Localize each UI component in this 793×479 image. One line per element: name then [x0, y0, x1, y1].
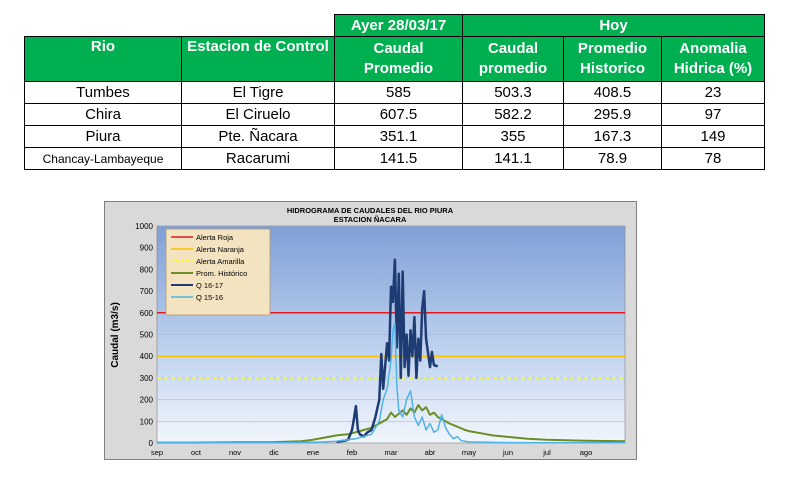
cell-anomalia: 78: [661, 147, 765, 170]
y-tick-label: 600: [140, 309, 154, 318]
x-tick-label: sep: [151, 448, 163, 457]
y-axis-label: Caudal (m3/s): [110, 302, 121, 368]
x-tick-label: abr: [425, 448, 436, 457]
table-row: Piura Pte. Ñacara 351.1 355 167.3 149: [24, 125, 765, 148]
legend-items: Alerta Roja Alerta Naranja Alerta Amarilla…: [171, 233, 247, 302]
hydrograph-chart: HIDROGRAMA DE CAUDALES DEL RIO PIURA EST…: [104, 201, 637, 460]
x-tick-label: jul: [542, 448, 551, 457]
cell-caudal-hoy: 141.1: [462, 147, 564, 170]
x-tick-label: ene: [307, 448, 320, 457]
y-tick-label: 0: [149, 439, 154, 448]
cell-rio: Chancay-Lambayeque: [24, 147, 182, 170]
cell-prom-hist: 295.9: [563, 103, 662, 126]
y-tick-label: 100: [140, 417, 154, 426]
y-tick-label: 800: [140, 265, 154, 274]
legend-label: Alerta Roja: [196, 233, 234, 242]
x-tick-label: nov: [229, 448, 241, 457]
x-tick-label: feb: [347, 448, 357, 457]
series-line: [157, 322, 625, 444]
x-tick-label: oct: [191, 448, 202, 457]
y-tick-label: 900: [140, 244, 154, 253]
group-header-ayer: Ayer 28/03/17: [334, 14, 463, 37]
x-tick-label: jun: [502, 448, 513, 457]
cell-estacion: Racarumi: [181, 147, 335, 170]
x-tick-label: dic: [269, 448, 279, 457]
y-tick-labels: 0 100 200 300 400 500 600 700 800 900 1000: [135, 222, 153, 448]
cell-rio: Tumbes: [24, 81, 182, 104]
y-tick-label: 400: [140, 352, 154, 361]
flow-table: Ayer 28/03/17 Hoy Rio Estacion de Contro…: [24, 14, 765, 170]
cell-caudal-ayer: 351.1: [334, 125, 463, 148]
cell-prom-hist: 167.3: [563, 125, 662, 148]
col-header-rio: Rio: [24, 36, 182, 82]
cell-caudal-ayer: 585: [334, 81, 463, 104]
col-header-estacion: Estacion de Control: [181, 36, 335, 82]
chart-title: HIDROGRAMA DE CAUDALES DEL RIO PIURA: [287, 206, 454, 215]
cell-caudal-ayer: 141.5: [334, 147, 463, 170]
cell-rio: Piura: [24, 125, 182, 148]
y-tick-label: 1000: [135, 222, 153, 231]
y-tick-label: 300: [140, 374, 154, 383]
table-row: Chira El Ciruelo 607.5 582.2 295.9 97: [24, 103, 765, 126]
cell-caudal-hoy: 582.2: [462, 103, 564, 126]
cell-anomalia: 149: [661, 125, 765, 148]
legend-label: Q 16-17: [196, 281, 223, 290]
y-tick-label: 200: [140, 396, 154, 405]
group-header-hoy: Hoy: [462, 14, 765, 37]
table-row: Tumbes El Tigre 585 503.3 408.5 23: [24, 81, 765, 104]
col-header-caudal-hoy: Caudal promedio: [462, 36, 564, 82]
x-tick-label: may: [462, 448, 476, 457]
legend-label: Q 15-16: [196, 293, 223, 302]
cell-estacion: Pte. Ñacara: [181, 125, 335, 148]
legend-label: Alerta Amarilla: [196, 257, 245, 266]
table-row: Chancay-Lambayeque Racarumi 141.5 141.1 …: [24, 147, 765, 170]
cell-anomalia: 97: [661, 103, 765, 126]
x-tick-labels: sep oct nov dic ene feb mar abr may jun jul ago: [151, 448, 592, 457]
series-line: [157, 404, 626, 444]
cell-estacion: El Tigre: [181, 81, 335, 104]
cell-anomalia: 23: [661, 81, 765, 104]
y-tick-label: 700: [140, 287, 154, 296]
cell-caudal-hoy: 503.3: [462, 81, 564, 104]
x-tick-label: mar: [385, 448, 398, 457]
legend-label: Prom. Histórico: [196, 269, 247, 278]
cell-prom-hist: 78.9: [563, 147, 662, 170]
cell-caudal-hoy: 355: [462, 125, 564, 148]
col-header-prom-hist: Promedio Historico: [563, 36, 662, 82]
blank-cell: [182, 15, 335, 37]
blank-cell: [25, 15, 182, 37]
chart-subtitle: ESTACION ÑACARA: [334, 215, 407, 224]
series-lines: [157, 258, 626, 444]
legend: Alerta Roja Alerta Naranja Alerta Amarilla…: [165, 228, 271, 316]
hydrograph-svg: HIDROGRAMA DE CAUDALES DEL RIO PIURA EST…: [110, 206, 626, 457]
col-header-anomalia: Anomalia Hidrica (%): [661, 36, 765, 82]
col-header-caudal-ayer: Caudal Promedio: [334, 36, 463, 82]
cell-estacion: El Ciruelo: [181, 103, 335, 126]
legend-label: Alerta Naranja: [196, 245, 245, 254]
cell-rio: Chira: [24, 103, 182, 126]
cell-caudal-ayer: 607.5: [334, 103, 463, 126]
y-tick-label: 500: [140, 331, 154, 340]
series-line: [336, 258, 438, 444]
cell-prom-hist: 408.5: [563, 81, 662, 104]
x-tick-label: ago: [580, 448, 593, 457]
